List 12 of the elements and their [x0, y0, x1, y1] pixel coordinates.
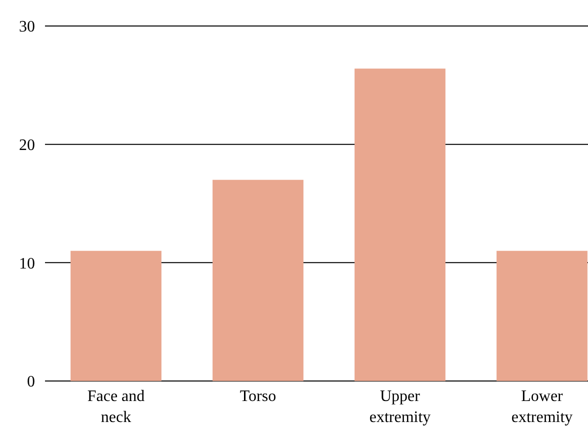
y-tick-label: 20	[19, 136, 35, 154]
y-tick-label: 30	[19, 18, 35, 36]
x-tick-label: Upper extremity	[369, 388, 431, 426]
x-tick-label: Lower extremity	[511, 388, 573, 426]
bar	[212, 180, 304, 381]
y-tick-label: 0	[27, 374, 35, 391]
x-tick-label: Face and neck	[87, 388, 145, 426]
bar	[70, 250, 162, 381]
bar	[496, 250, 588, 381]
y-tick-label: 10	[19, 255, 35, 272]
x-tick-label: Torso	[240, 388, 276, 405]
bar	[354, 68, 446, 381]
